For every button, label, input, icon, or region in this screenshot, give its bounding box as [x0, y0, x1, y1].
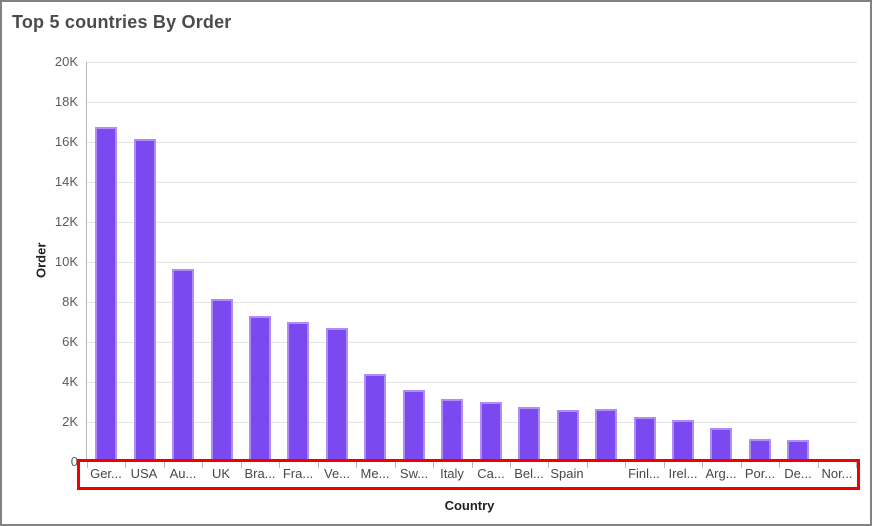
bar[interactable] [326, 328, 348, 462]
gridline [87, 382, 857, 383]
axis-labels-highlight-rectangle [77, 459, 860, 490]
x-tick-label: Irel... [668, 466, 698, 481]
bar[interactable] [595, 409, 617, 462]
x-axis-tick [125, 462, 126, 468]
bar[interactable] [480, 402, 502, 462]
bar[interactable] [134, 139, 156, 462]
bar[interactable] [518, 407, 540, 462]
bar[interactable] [249, 316, 271, 462]
gridline [87, 342, 857, 343]
y-tick-label: 10K [54, 254, 78, 269]
bar[interactable] [364, 374, 386, 462]
gridline [87, 262, 857, 263]
x-axis-tick [279, 462, 280, 468]
gridline [87, 102, 857, 103]
gridline [87, 62, 857, 63]
x-tick-label: Au... [169, 466, 197, 481]
x-axis-tick [202, 462, 203, 468]
x-axis-tick [818, 462, 819, 468]
y-axis-line [86, 62, 87, 462]
x-axis-title: Country [444, 498, 495, 513]
x-axis-tick [472, 462, 473, 468]
x-axis-tick [779, 462, 780, 468]
x-tick-label: Arg... [705, 466, 737, 481]
x-tick-label: Finl... [628, 466, 660, 481]
x-axis-tick [625, 462, 626, 468]
y-tick-label: 14K [54, 174, 78, 189]
x-tick-label: Spain [550, 466, 584, 481]
y-tick-label: 16K [54, 134, 78, 149]
gridline [87, 422, 857, 423]
x-tick-label: USA [130, 466, 158, 481]
bar[interactable] [95, 127, 117, 462]
y-tick-label: 4K [62, 374, 78, 389]
x-tick-label: Por... [744, 466, 776, 481]
x-tick-label: Italy [440, 466, 464, 481]
bar[interactable] [441, 399, 463, 462]
x-tick-label: Me... [360, 466, 390, 481]
y-tick-label: 12K [54, 214, 78, 229]
bar[interactable] [672, 420, 694, 462]
bar[interactable] [211, 299, 233, 462]
y-tick-label: 0 [70, 454, 78, 469]
x-tick-label: Bra... [244, 466, 276, 481]
bar[interactable] [403, 390, 425, 462]
gridline [87, 302, 857, 303]
x-axis-tick [548, 462, 549, 468]
gridline [87, 142, 857, 143]
bar[interactable] [172, 269, 194, 462]
x-tick-label: Ger... [90, 466, 122, 481]
x-axis-tick [510, 462, 511, 468]
x-tick-label: UK [211, 466, 231, 481]
x-tick-label: Nor... [821, 466, 853, 481]
x-axis-tick [587, 462, 588, 468]
x-axis-tick [664, 462, 665, 468]
y-tick-label: 18K [54, 94, 78, 109]
x-axis-tick [702, 462, 703, 468]
y-tick-label: 20K [54, 54, 78, 69]
bar[interactable] [749, 439, 771, 462]
x-tick-label: Ve... [323, 466, 351, 481]
chart-title: Top 5 countries By Order [12, 12, 232, 32]
x-axis-tick [856, 462, 857, 468]
x-tick-label: Sw... [399, 466, 429, 481]
x-axis-tick [241, 462, 242, 468]
bar[interactable] [710, 428, 732, 462]
x-axis-tick [87, 462, 88, 468]
bar[interactable] [634, 417, 656, 462]
bar[interactable] [787, 440, 809, 462]
x-tick-label: Fra... [282, 466, 314, 481]
gridline [87, 222, 857, 223]
y-tick-label: 2K [62, 414, 78, 429]
x-axis-tick [741, 462, 742, 468]
x-axis-tick [395, 462, 396, 468]
gridline [87, 182, 857, 183]
y-tick-label: 8K [62, 294, 78, 309]
x-axis-tick [356, 462, 357, 468]
x-tick-label: Bel... [514, 466, 544, 481]
y-tick-label: 6K [62, 334, 78, 349]
x-tick-label: De... [784, 466, 812, 481]
x-axis-tick [433, 462, 434, 468]
x-axis-tick [164, 462, 165, 468]
bar[interactable] [287, 322, 309, 462]
x-axis-tick [318, 462, 319, 468]
x-tick-label: Ca... [477, 466, 505, 481]
bar[interactable] [557, 410, 579, 462]
